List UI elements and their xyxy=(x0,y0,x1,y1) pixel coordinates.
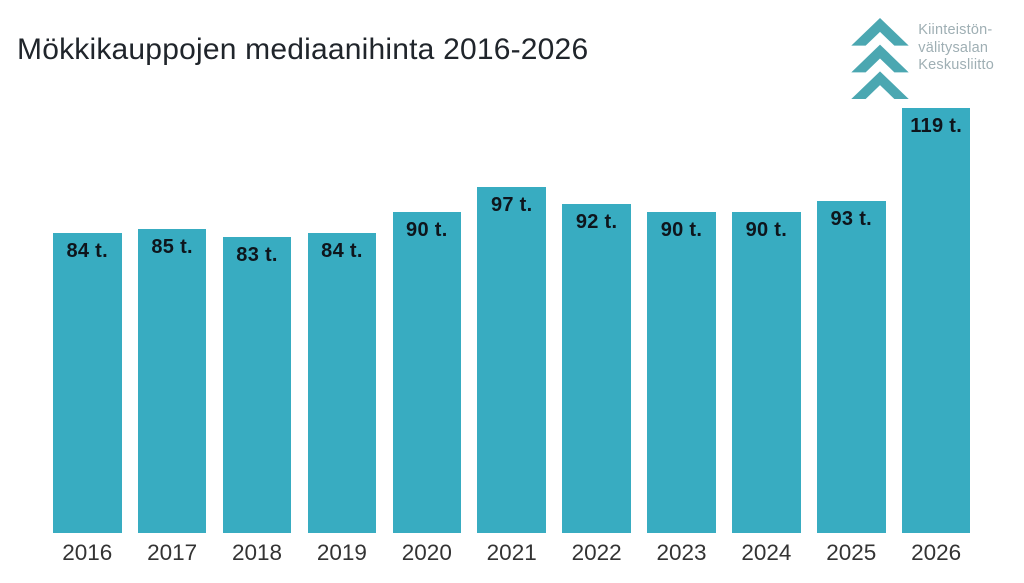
x-axis-tick-label: 2021 xyxy=(486,540,537,565)
x-axis-tick-label: 2018 xyxy=(232,540,283,565)
bar-value-label: 90 t. xyxy=(660,219,703,241)
bar-2021: 97 t. xyxy=(477,187,546,533)
x-axis-tick-label: 2025 xyxy=(826,540,877,565)
bar-value-label: 90 t. xyxy=(406,219,448,241)
logo-text-line-1: Kiinteistön- xyxy=(918,22,993,38)
bar-chart: 84 t. 2016 85 t. 2017 83 t. 2018 84 t. 2019 90 t… xyxy=(53,108,971,570)
bar-value-label: 93 t. xyxy=(830,208,873,230)
bar-value-label: 119 t. xyxy=(910,115,963,137)
bar-column-2016: 84 t. 2016 xyxy=(53,233,122,570)
bar-column-2019: 84 t. 2019 xyxy=(307,233,377,570)
x-axis-tick-label: 2020 xyxy=(401,540,452,565)
chevrons-up-icon xyxy=(851,18,909,99)
bar-value-label: 85 t. xyxy=(151,236,193,258)
bar-column-2026: 119 t. 2026 xyxy=(901,108,971,570)
x-axis-tick-label: 2023 xyxy=(656,540,707,565)
bar-value-label: 97 t. xyxy=(490,194,533,216)
logo-text: Kiinteistön- välitysalan Keskusliitto xyxy=(918,22,994,75)
logo-text-line-2: välitysalan xyxy=(918,39,989,56)
bar-column-2017: 85 t. 2017 xyxy=(137,229,207,570)
bar-2019: 84 t. xyxy=(307,233,377,533)
x-axis-tick-label: 2026 xyxy=(911,540,962,565)
bar-2026: 119 t. xyxy=(901,108,971,533)
logo: Kiinteistön- välitysalan Keskusliitto xyxy=(851,18,994,99)
x-axis-tick-label: 2024 xyxy=(741,540,792,565)
bar-2022: 92 t. xyxy=(562,204,631,533)
bar-column-2024: 90 t. 2024 xyxy=(732,212,801,570)
x-axis-tick-label: 2019 xyxy=(316,540,367,565)
bar-value-label: 84 t. xyxy=(66,240,109,262)
bar-value-label: 92 t. xyxy=(575,211,618,233)
bar-2016: 84 t. xyxy=(53,233,122,533)
bar-column-2023: 90 t. 2023 xyxy=(647,212,716,570)
bar-column-2020: 90 t. 2020 xyxy=(392,212,462,570)
logo-text-line-3: Keskusliitto xyxy=(918,57,994,73)
bar-value-label: 83 t. xyxy=(236,244,278,266)
bar-value-label: 90 t. xyxy=(745,219,788,241)
bar-2020: 90 t. xyxy=(392,212,462,533)
bar-2023: 90 t. xyxy=(647,212,716,533)
bar-column-2018: 83 t. 2018 xyxy=(222,237,292,570)
x-axis-tick-label: 2016 xyxy=(62,540,113,565)
chart-title: Mökkikauppojen mediaanihinta 2016-2026 xyxy=(17,33,589,66)
bar-2018: 83 t. xyxy=(222,237,292,533)
bar-2017: 85 t. xyxy=(137,229,207,533)
bar-column-2022: 92 t. 2022 xyxy=(562,204,631,570)
bar-2025: 93 t. xyxy=(817,201,886,533)
bar-column-2025: 93 t. 2025 xyxy=(817,201,886,570)
bar-value-label: 84 t. xyxy=(321,240,363,262)
x-axis-tick-label: 2017 xyxy=(147,540,198,565)
x-axis-tick-label: 2022 xyxy=(571,540,622,565)
bar-2024: 90 t. xyxy=(732,212,801,533)
bar-column-2021: 97 t. 2021 xyxy=(477,187,546,570)
